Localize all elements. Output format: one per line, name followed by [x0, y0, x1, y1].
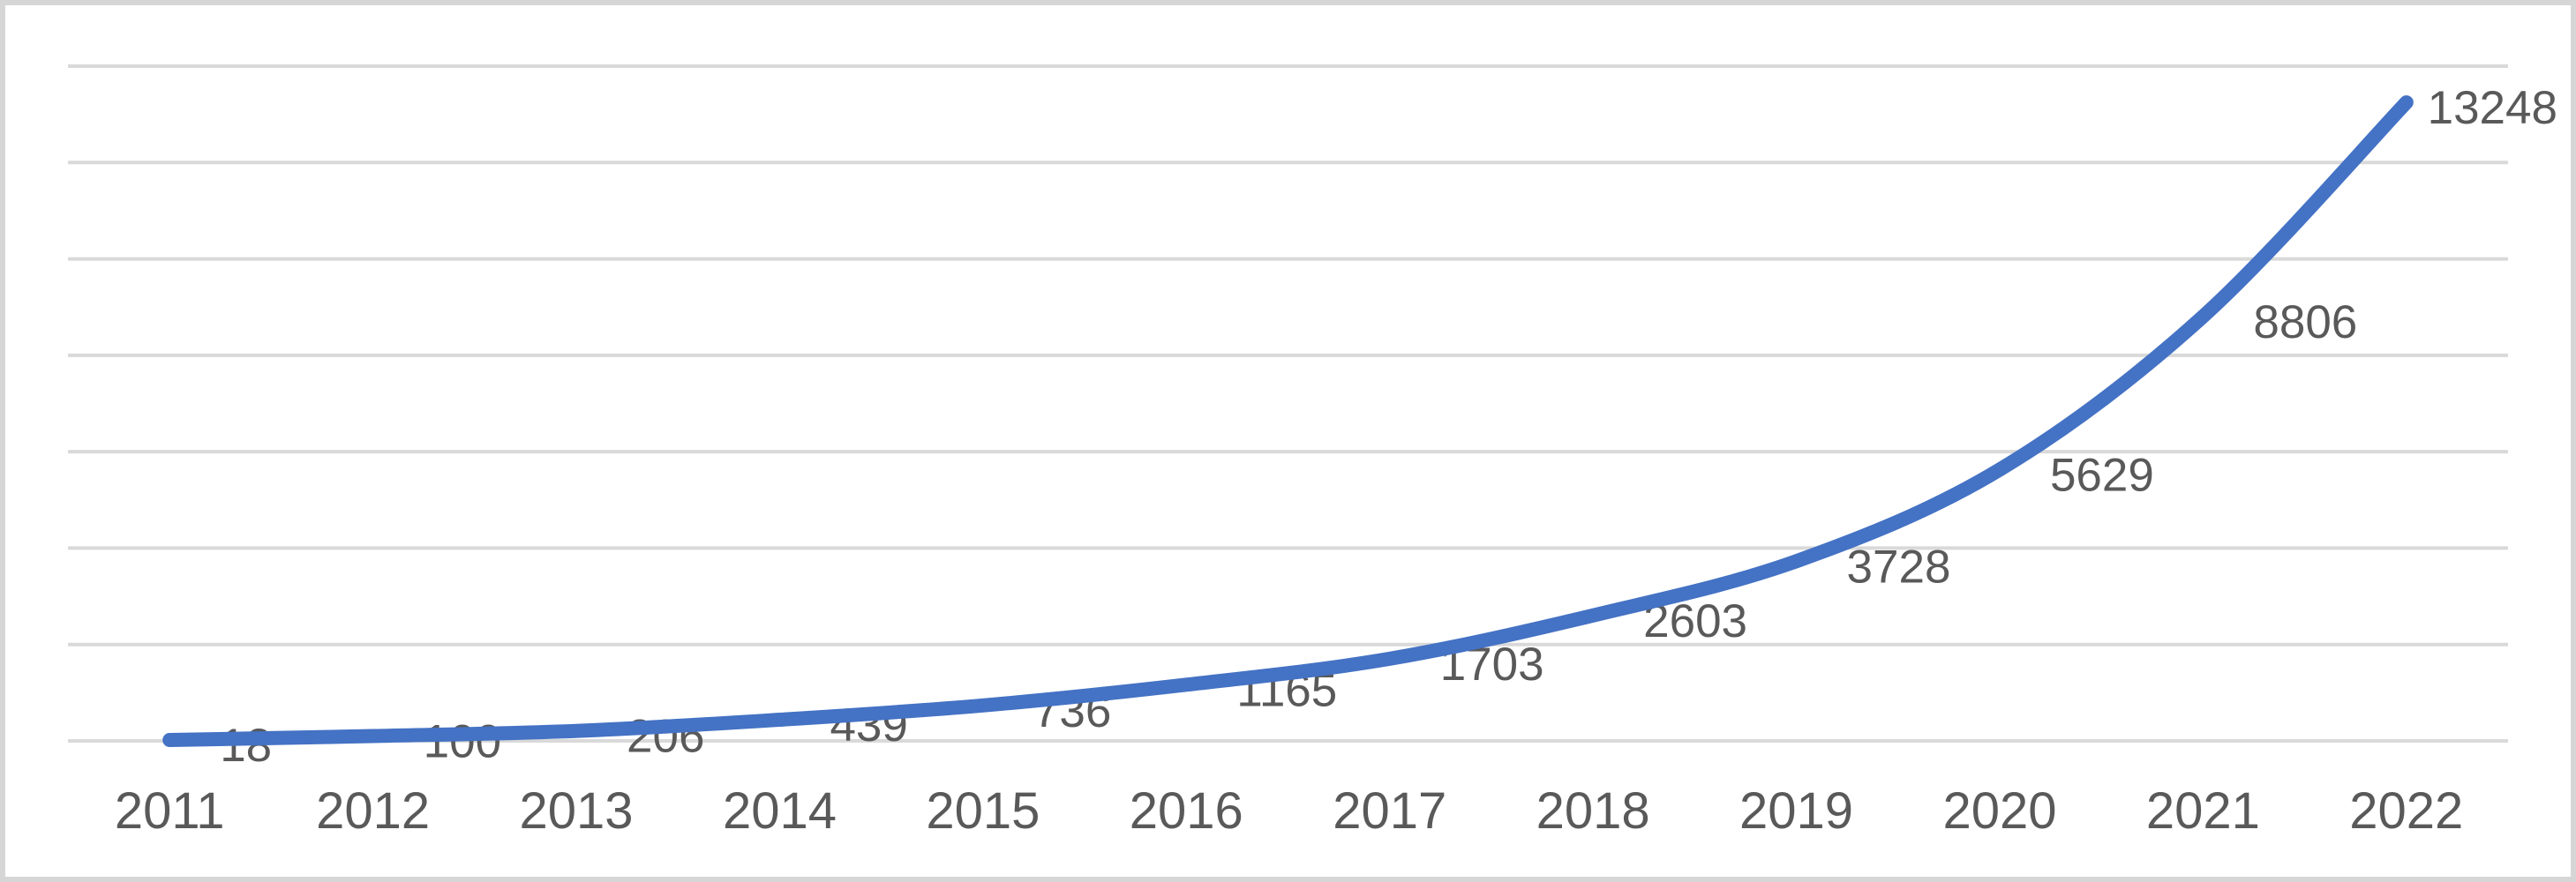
x-axis-tick-label: 2015: [926, 782, 1040, 840]
series-line: [162, 95, 2414, 747]
x-axis-tick-label: 2021: [2146, 782, 2260, 840]
x-axis-tick-label: 2022: [2349, 782, 2463, 840]
x-axis-tick-label: 2014: [723, 782, 837, 840]
x-axis-tick-label: 2019: [1739, 782, 1853, 840]
x-axis-tick-label: 2018: [1536, 782, 1650, 840]
x-axis-tick-label: 2012: [316, 782, 430, 840]
x-axis-tick-label: 2011: [115, 782, 225, 840]
data-label: 3728: [1847, 541, 1951, 593]
x-axis-tick-label: 2016: [1130, 782, 1243, 840]
x-axis-tick-label: 2020: [1942, 782, 2056, 840]
data-label: 100: [424, 716, 501, 768]
data-label: 5629: [2050, 449, 2154, 501]
gridlines: [68, 64, 2508, 743]
x-axis-tick-label: 2017: [1333, 782, 1446, 840]
x-axis-labels: 2011 2012 2013 2014 2015 2016 2017 2018 2019 2020…: [115, 782, 2463, 840]
x-axis-tick-label: 2013: [520, 782, 634, 840]
data-label: 13248: [2428, 82, 2557, 134]
data-label: 8806: [2253, 296, 2357, 348]
